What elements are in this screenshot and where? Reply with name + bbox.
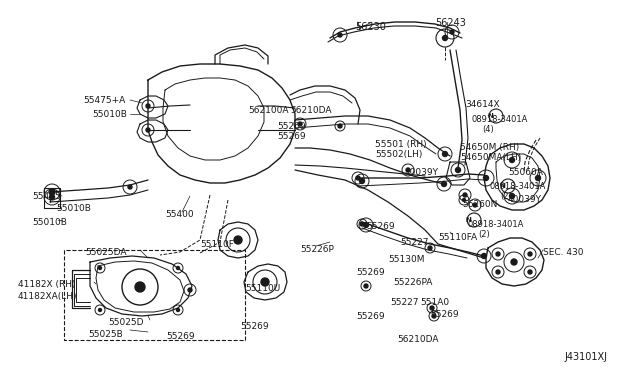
Text: 55110F: 55110F xyxy=(200,240,234,249)
Circle shape xyxy=(528,252,532,256)
Circle shape xyxy=(432,314,436,318)
Text: 55130M: 55130M xyxy=(388,255,424,264)
Circle shape xyxy=(536,176,541,180)
Text: 55010B: 55010B xyxy=(32,218,67,227)
Text: 55269: 55269 xyxy=(277,132,306,141)
Circle shape xyxy=(360,222,364,226)
Text: (2): (2) xyxy=(500,192,512,201)
Text: 56210DA: 56210DA xyxy=(397,335,438,344)
Text: 55227: 55227 xyxy=(400,238,429,247)
Text: 54650M (RH): 54650M (RH) xyxy=(460,143,519,152)
Text: 40039Y: 40039Y xyxy=(508,195,542,204)
Circle shape xyxy=(483,176,488,180)
Circle shape xyxy=(511,259,517,265)
Circle shape xyxy=(496,270,500,274)
Circle shape xyxy=(496,252,500,256)
Text: (4): (4) xyxy=(482,125,493,134)
Circle shape xyxy=(177,308,179,311)
Text: 08918-3401A: 08918-3401A xyxy=(490,182,547,191)
Text: 55060A: 55060A xyxy=(508,168,543,177)
Text: N: N xyxy=(487,113,493,119)
Circle shape xyxy=(364,284,368,288)
Text: 55475: 55475 xyxy=(32,192,61,201)
Text: 55269: 55269 xyxy=(277,122,306,131)
Text: 55475+A: 55475+A xyxy=(83,96,125,105)
Circle shape xyxy=(49,189,55,195)
Circle shape xyxy=(364,222,369,228)
Text: 55010B: 55010B xyxy=(56,204,91,213)
Circle shape xyxy=(473,203,477,207)
Text: J43101XJ: J43101XJ xyxy=(564,352,607,362)
Circle shape xyxy=(528,270,532,274)
Text: 55501 (RH): 55501 (RH) xyxy=(375,140,427,149)
Text: 562100A: 562100A xyxy=(248,106,289,115)
Circle shape xyxy=(99,308,102,311)
Circle shape xyxy=(442,182,447,186)
Text: 55025DA: 55025DA xyxy=(85,248,127,257)
Text: 55110U: 55110U xyxy=(245,284,280,293)
Circle shape xyxy=(428,246,432,250)
Text: 40039Y: 40039Y xyxy=(405,168,439,177)
Text: 55269: 55269 xyxy=(166,332,195,341)
Text: 55269: 55269 xyxy=(356,312,385,321)
Circle shape xyxy=(509,157,515,163)
Circle shape xyxy=(234,236,242,244)
Text: 55110FA: 55110FA xyxy=(438,233,477,242)
Circle shape xyxy=(463,193,467,197)
Circle shape xyxy=(463,199,465,202)
Text: 55502(LH): 55502(LH) xyxy=(375,150,422,159)
Circle shape xyxy=(356,176,360,180)
Text: 55400: 55400 xyxy=(165,210,194,219)
Circle shape xyxy=(298,122,302,126)
Text: 54650MA(LH): 54650MA(LH) xyxy=(460,153,521,162)
Circle shape xyxy=(456,167,461,173)
Text: 56210DA: 56210DA xyxy=(290,106,332,115)
Circle shape xyxy=(135,282,145,292)
Text: 55269: 55269 xyxy=(366,222,395,231)
Circle shape xyxy=(128,185,132,189)
Circle shape xyxy=(442,35,447,41)
Text: 55226PA: 55226PA xyxy=(393,278,433,287)
Circle shape xyxy=(146,104,150,108)
Text: 551A0: 551A0 xyxy=(420,298,449,307)
Text: 34614X: 34614X xyxy=(465,100,500,109)
Circle shape xyxy=(430,306,434,310)
Text: 56243: 56243 xyxy=(435,18,466,28)
Circle shape xyxy=(338,33,342,37)
Text: 56260N: 56260N xyxy=(462,200,497,209)
Text: 55025D: 55025D xyxy=(108,318,143,327)
Circle shape xyxy=(177,266,179,269)
Circle shape xyxy=(509,193,515,199)
Text: 56230: 56230 xyxy=(355,22,386,32)
Circle shape xyxy=(450,30,454,34)
Circle shape xyxy=(261,278,269,286)
Circle shape xyxy=(360,179,365,183)
Text: SEC. 430: SEC. 430 xyxy=(543,248,584,257)
Text: 55269: 55269 xyxy=(430,310,459,319)
Text: 08918-3401A: 08918-3401A xyxy=(472,115,529,124)
Circle shape xyxy=(338,124,342,128)
Text: 55227: 55227 xyxy=(390,298,419,307)
Text: 41182X (RH): 41182X (RH) xyxy=(18,280,76,289)
Text: (2): (2) xyxy=(478,230,490,239)
Text: N: N xyxy=(499,183,505,189)
Text: N: N xyxy=(465,217,471,223)
Circle shape xyxy=(49,195,54,199)
Text: 08918-3401A: 08918-3401A xyxy=(468,220,524,229)
Text: 55226P: 55226P xyxy=(300,245,334,254)
Circle shape xyxy=(188,288,192,292)
Text: 55010B: 55010B xyxy=(92,110,127,119)
Text: 55269: 55269 xyxy=(240,322,269,331)
Text: 55025B: 55025B xyxy=(88,330,123,339)
Text: 41182XA(LH): 41182XA(LH) xyxy=(18,292,77,301)
Circle shape xyxy=(99,266,102,269)
Circle shape xyxy=(442,151,447,157)
Circle shape xyxy=(406,168,410,172)
Text: 55269: 55269 xyxy=(356,268,385,277)
Circle shape xyxy=(146,128,150,132)
Circle shape xyxy=(481,253,486,259)
